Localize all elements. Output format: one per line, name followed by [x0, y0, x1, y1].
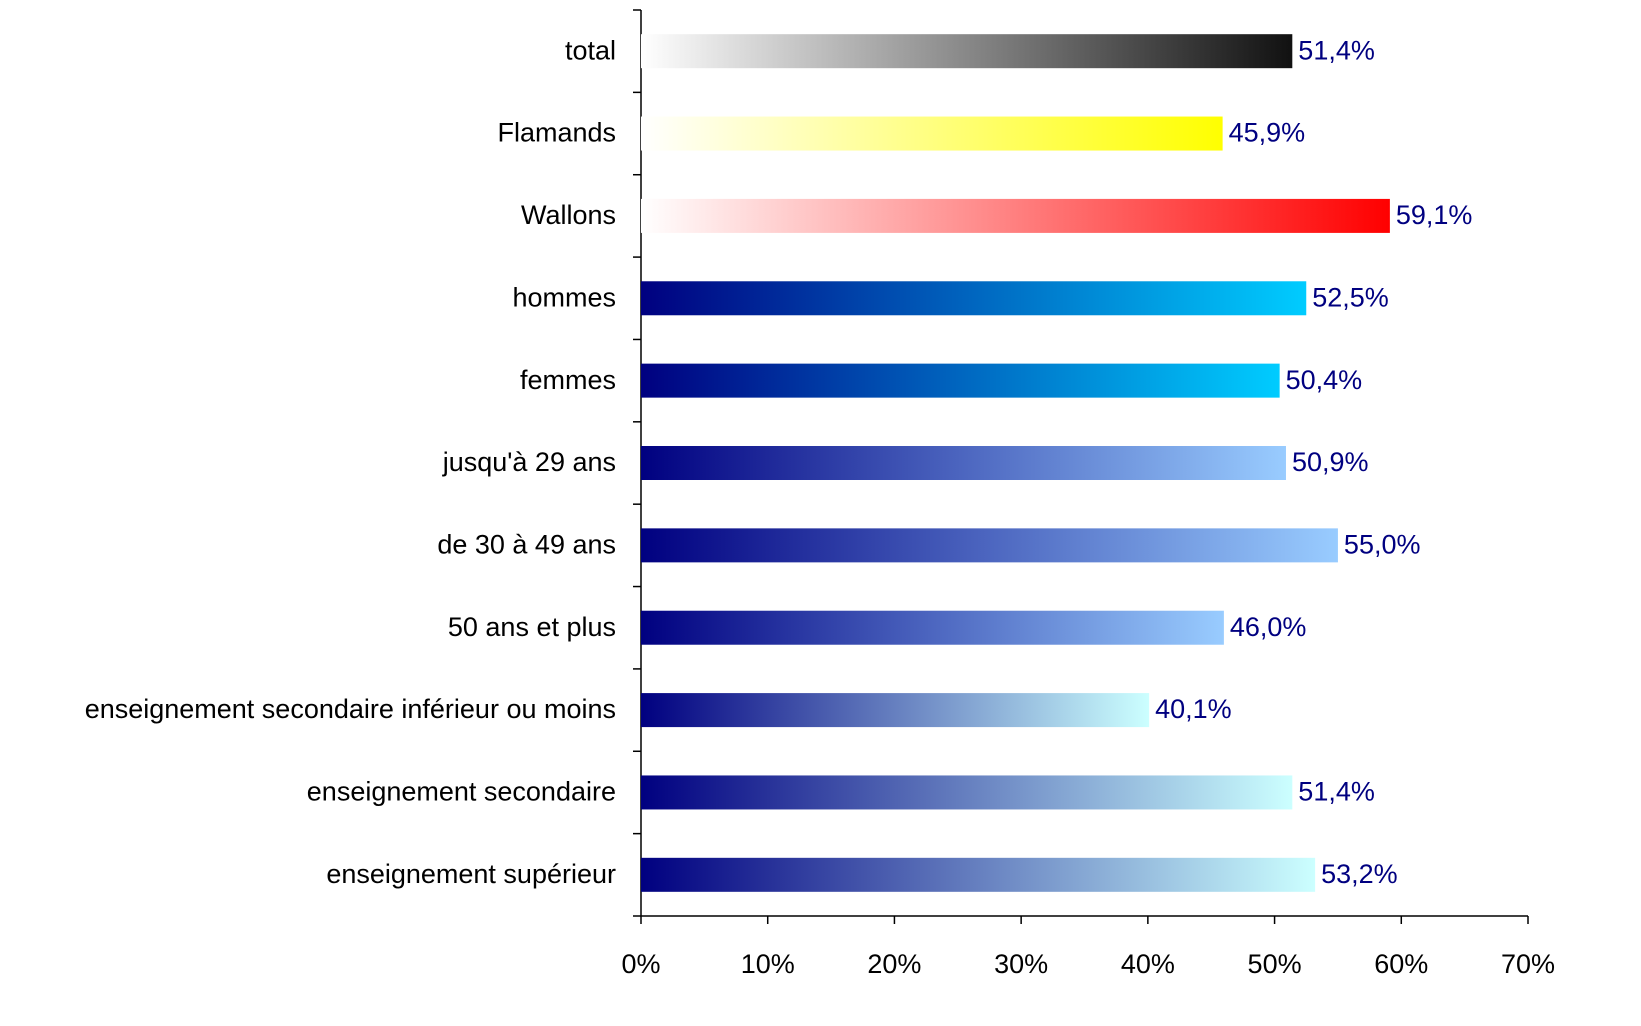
y-tick-label: hommes — [512, 282, 616, 312]
x-tick-label: 0% — [621, 949, 660, 979]
bar — [641, 198, 1390, 233]
y-tick-label: de 30 à 49 ans — [437, 529, 616, 559]
value-label: 50,9% — [1292, 447, 1369, 477]
value-label: 51,4% — [1298, 35, 1375, 65]
bar — [641, 363, 1280, 398]
value-label: 45,9% — [1229, 118, 1306, 148]
y-tick-label: Flamands — [497, 118, 616, 148]
bar — [641, 610, 1224, 645]
y-tick-label: femmes — [520, 365, 616, 395]
x-tick-label: 30% — [994, 949, 1048, 979]
value-label: 52,5% — [1312, 282, 1389, 312]
y-tick-label: 50 ans et plus — [448, 612, 616, 642]
y-tick-label: total — [565, 35, 616, 65]
value-label: 51,4% — [1298, 777, 1375, 807]
bar — [641, 775, 1293, 810]
x-tick-label: 70% — [1501, 949, 1555, 979]
x-tick-label: 40% — [1121, 949, 1175, 979]
x-tick-label: 60% — [1374, 949, 1428, 979]
y-tick-label: Wallons — [521, 200, 616, 230]
bar — [641, 857, 1316, 892]
bar — [641, 446, 1286, 480]
value-label: 40,1% — [1155, 694, 1232, 724]
bar — [641, 116, 1223, 151]
value-label: 50,4% — [1286, 365, 1363, 395]
value-label: 53,2% — [1321, 859, 1398, 889]
y-tick-label: jusqu'à 29 ans — [442, 447, 616, 477]
bar — [641, 281, 1307, 316]
y-tick-label: enseignement secondaire inférieur ou moi… — [85, 694, 616, 724]
value-label: 46,0% — [1230, 612, 1307, 642]
value-label: 55,0% — [1344, 529, 1421, 559]
x-tick-label: 20% — [867, 949, 921, 979]
x-tick-label: 10% — [741, 949, 795, 979]
bar — [641, 693, 1150, 728]
x-tick-label: 50% — [1248, 949, 1302, 979]
bar — [641, 528, 1338, 563]
bar — [641, 34, 1293, 69]
value-label: 59,1% — [1396, 200, 1473, 230]
y-tick-label: enseignement supérieur — [326, 859, 616, 889]
y-tick-label: enseignement secondaire — [307, 777, 616, 807]
